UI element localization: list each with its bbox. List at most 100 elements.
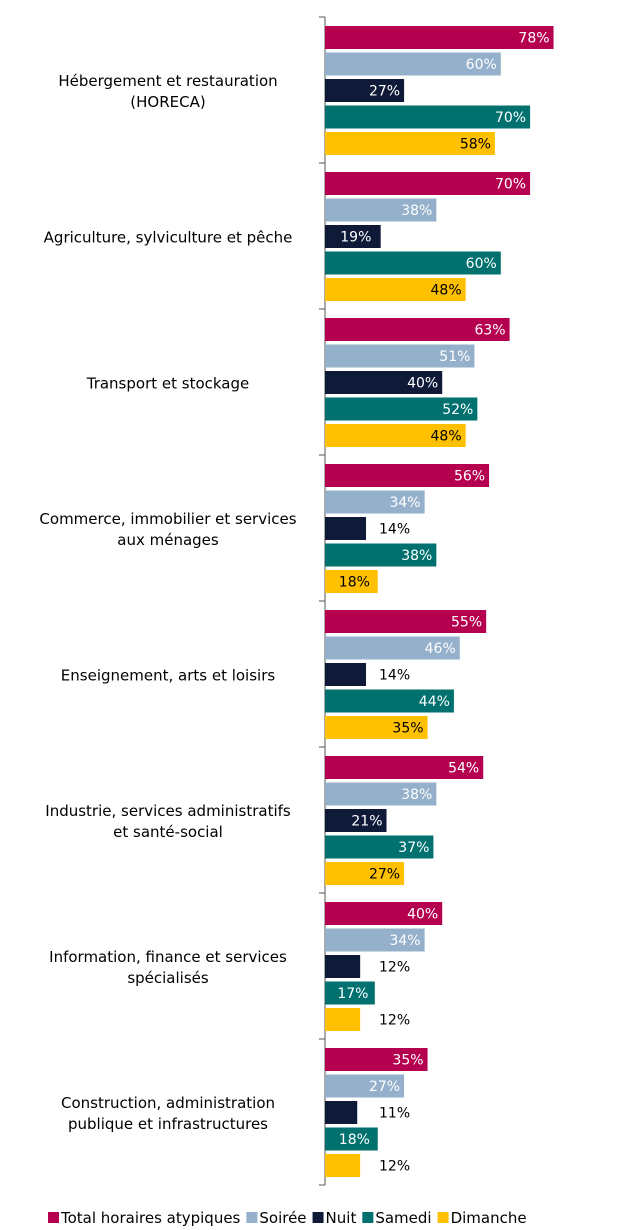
data-label: 21% [351, 814, 382, 830]
data-label: 56% [454, 469, 485, 485]
category-label: Transport et stockage [86, 375, 250, 393]
category-label: (HORECA) [130, 93, 205, 111]
bar [325, 756, 484, 779]
bar [325, 225, 381, 248]
category-label: Industrie, services administratifs [45, 802, 291, 820]
category-label: spécialisés [127, 969, 209, 987]
data-label: 51% [439, 349, 470, 365]
bar [325, 981, 375, 1005]
bar [325, 862, 405, 885]
data-label: 70% [495, 177, 526, 193]
bar [325, 663, 367, 686]
bar [325, 424, 466, 447]
bar [325, 318, 510, 341]
data-label: 27% [369, 84, 400, 100]
bar [325, 902, 443, 925]
legend-label: Nuit [326, 1209, 357, 1227]
bar [325, 610, 487, 633]
data-label: 12% [379, 960, 410, 976]
data-label: 52% [442, 402, 473, 418]
data-label: 18% [339, 1132, 370, 1148]
bar [325, 397, 478, 421]
bar [325, 1127, 378, 1151]
bar [325, 689, 454, 713]
data-label: 34% [389, 495, 420, 511]
bar [325, 782, 437, 806]
data-label: 11% [379, 1106, 410, 1122]
legend-label: Samedi [375, 1209, 431, 1227]
data-label: 48% [431, 283, 462, 299]
bar [325, 105, 531, 129]
legend-swatch [48, 1212, 59, 1223]
data-label: 40% [407, 376, 438, 392]
bar [325, 1101, 358, 1124]
data-label: 35% [392, 721, 423, 737]
category-label: Commerce, immobilier et services [39, 510, 296, 528]
bar [325, 490, 425, 514]
data-label: 78% [518, 31, 549, 47]
category-label: Hébergement et restauration [58, 72, 277, 90]
data-label: 27% [369, 867, 400, 883]
legend-swatch [437, 1212, 449, 1223]
bar [325, 278, 466, 301]
bar [325, 26, 554, 49]
bar [325, 928, 425, 952]
bar [325, 1048, 428, 1071]
bar [325, 132, 495, 155]
bar [325, 52, 501, 76]
category-label: Agriculture, sylviculture et pêche [44, 229, 293, 247]
data-label: 58% [460, 137, 491, 153]
bar [325, 636, 460, 660]
legend-label: Soirée [259, 1209, 306, 1227]
data-label: 38% [401, 203, 432, 219]
bar [325, 1074, 405, 1098]
legend-label: Total horaires atypiques [60, 1209, 241, 1227]
data-label: 14% [379, 668, 410, 684]
data-label: 60% [466, 57, 497, 73]
data-label: 35% [392, 1053, 423, 1069]
bar [325, 371, 443, 394]
bar [325, 955, 361, 978]
data-label: 60% [466, 256, 497, 272]
data-label: 63% [474, 323, 505, 339]
data-label: 54% [448, 761, 479, 777]
bar [325, 464, 490, 487]
category-label: aux ménages [117, 531, 219, 549]
category-label: Construction, administration [61, 1094, 275, 1112]
bar [325, 543, 437, 567]
data-label: 38% [401, 548, 432, 564]
data-label: 17% [337, 986, 368, 1002]
legend-label: Dimanche [451, 1209, 527, 1227]
data-label: 38% [401, 787, 432, 803]
category-label: Enseignement, arts et loisirs [61, 667, 276, 685]
category-label: publique et infrastructures [68, 1115, 268, 1133]
data-label: 34% [389, 933, 420, 949]
legend-swatch [246, 1212, 258, 1223]
data-label: 37% [398, 840, 429, 856]
data-label: 19% [340, 230, 371, 246]
data-label: 48% [431, 429, 462, 445]
bar [325, 1008, 361, 1031]
bar [325, 344, 475, 368]
bar [325, 570, 378, 593]
data-label: 40% [407, 907, 438, 923]
bar [325, 1154, 361, 1177]
data-label: 27% [369, 1079, 400, 1095]
data-label: 70% [495, 110, 526, 126]
data-label: 12% [379, 1013, 410, 1029]
bar [325, 251, 501, 275]
data-label: 55% [451, 615, 482, 631]
data-label: 46% [425, 641, 456, 657]
bar [325, 172, 531, 195]
data-label: 14% [379, 522, 410, 538]
bar [325, 79, 405, 102]
bar [325, 716, 428, 739]
data-label: 44% [419, 694, 450, 710]
data-label: 18% [339, 575, 370, 591]
data-label: 12% [379, 1159, 410, 1175]
category-label: Information, finance et services [49, 948, 287, 966]
bar [325, 809, 387, 832]
bar [325, 835, 434, 859]
bar [325, 198, 437, 222]
